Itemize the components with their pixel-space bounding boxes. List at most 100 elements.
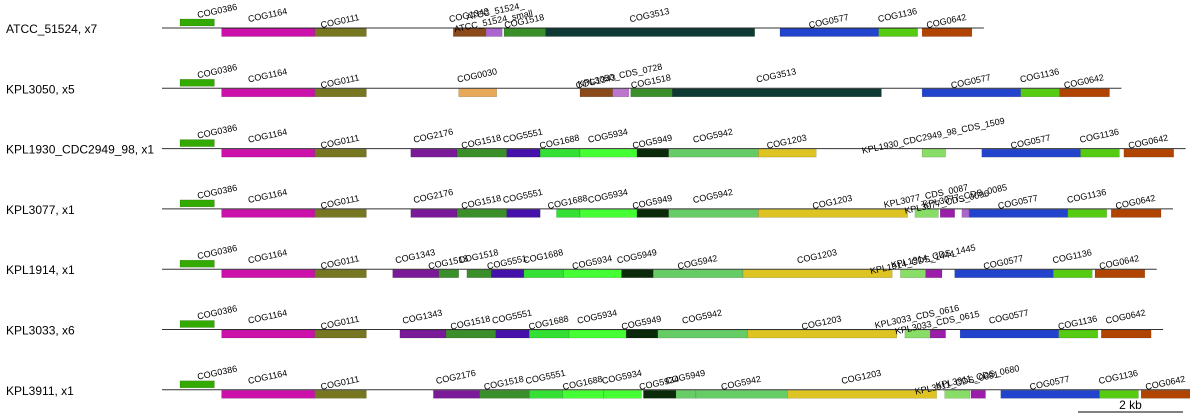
gene-arrow-cog1343[interactable]	[399, 329, 447, 339]
gene-arrow-atcc_51524_small[interactable]	[485, 28, 503, 37]
gene-arrow-cog0577[interactable]	[1000, 390, 1100, 399]
gene-arrow-cog1688[interactable]	[539, 148, 581, 158]
gene-arrow-cog0577[interactable]	[779, 28, 879, 37]
gene-arrow-cog0642[interactable]	[1094, 269, 1146, 278]
gene-arrow-cog0386[interactable]	[179, 18, 215, 27]
gene-arrow-cog1136[interactable]	[1053, 269, 1093, 278]
gene-arrow-cog1518[interactable]	[456, 148, 507, 158]
gene-arrow-cog0642[interactable]	[1101, 329, 1152, 339]
gene-arrow-cog1203[interactable]	[758, 148, 817, 158]
gene-arrow-cog1136[interactable]	[1080, 148, 1120, 158]
gene-arrow-cog1164[interactable]	[221, 209, 316, 218]
gene-arrow-cog1164[interactable]	[221, 28, 316, 37]
gene-arrow-cog0111[interactable]	[314, 148, 367, 158]
gene-arrow-cog1518[interactable]	[456, 209, 507, 218]
gene-arrow-cog5949[interactable]	[621, 269, 654, 278]
gene-arrow-cog1136[interactable]	[1099, 390, 1139, 399]
gene-arrow-cog0577[interactable]	[921, 88, 1021, 98]
gene-arrow-cog5942[interactable]	[668, 209, 759, 218]
gene-arrow-kpl1930_cdc2949_98_cds_1509[interactable]	[921, 148, 946, 158]
gene-arrow-cog0111[interactable]	[314, 88, 367, 98]
gene-arrow-cog1203[interactable]	[758, 209, 908, 218]
gene-arrow-kpl1914_cds_1445[interactable]	[925, 269, 943, 278]
gene-arrow-cog1136[interactable]	[1020, 88, 1060, 98]
gene-arrow-cog0111[interactable]	[314, 269, 367, 278]
gene-arrow-cog0111[interactable]	[314, 329, 367, 339]
gene-arrow-cog1203[interactable]	[747, 329, 897, 339]
gene-arrow-cog5942[interactable]	[657, 329, 748, 339]
gene-arrow-cog1164[interactable]	[221, 390, 316, 399]
gene-arrow-cog1688[interactable]	[556, 209, 581, 218]
gene-arrow-cog5942[interactable]	[695, 390, 788, 399]
gene-arrow-cog1343[interactable]	[392, 269, 440, 278]
gene-arrow-cog5934[interactable]	[603, 390, 642, 399]
gene-arrow-cog0386[interactable]	[179, 199, 215, 208]
gene-arrow-cog1164[interactable]	[221, 329, 316, 339]
gene-arrow-kpl3911_cds_0681[interactable]	[944, 390, 971, 399]
gene-arrow-cog5934[interactable]	[579, 209, 638, 218]
gene-arrow-cog1136[interactable]	[878, 28, 918, 37]
gene-arrow-cog0386[interactable]	[179, 259, 215, 268]
gene-arrow-cog0386[interactable]	[179, 79, 215, 87]
gene-arrow-cog5942[interactable]	[653, 269, 744, 278]
gene-arrow-cog1688[interactable]	[529, 329, 570, 339]
gene-arrow-cog1164[interactable]	[221, 148, 316, 158]
gene-arrow-cog1136[interactable]	[1067, 209, 1107, 218]
gene-arrow-cog0577[interactable]	[968, 209, 1069, 218]
gene-arrow-cog5551[interactable]	[491, 269, 525, 278]
gene-arrow-kpl3050_cds_0728[interactable]	[612, 88, 630, 98]
gene-arrow-cog0642[interactable]	[921, 28, 973, 37]
gene-arrow-cog5949[interactable]	[636, 209, 669, 218]
gene-arrow-cog5949[interactable]	[636, 148, 669, 158]
gene-arrow-cog5949[interactable]	[625, 329, 659, 339]
gene-arrow-cog5949[interactable]	[675, 390, 697, 399]
gene-arrow-cog0577[interactable]	[959, 329, 1059, 339]
gene-arrow-cog5934[interactable]	[568, 329, 627, 339]
gene-arrow-cog0030[interactable]	[458, 88, 497, 98]
gene-arrow-cog1518[interactable]	[503, 28, 546, 37]
gene-arrow-cog5942[interactable]	[668, 148, 759, 158]
gene-arrow-cog5934[interactable]	[643, 390, 677, 399]
gene-arrow-cog3513[interactable]	[672, 88, 882, 98]
gene-arrow-cog5934[interactable]	[579, 148, 638, 158]
gene-arrow-cog5551[interactable]	[495, 329, 530, 339]
gene-arrow-cog0642[interactable]	[1059, 88, 1110, 98]
gene-arrow-kpl3077_cds_0085[interactable]	[961, 209, 970, 218]
gene-arrow-cog1203[interactable]	[787, 390, 937, 399]
gene-arrow-kpl3911_cds_0680[interactable]	[970, 390, 986, 399]
gene-arrow-cog1136[interactable]	[1058, 329, 1098, 339]
gene-arrow-cog1203[interactable]	[742, 269, 893, 278]
gene-arrow-kpl3077_cds_0087[interactable]	[914, 209, 939, 218]
gene-arrow-cog0577[interactable]	[954, 269, 1054, 278]
gene-arrow-cog5551[interactable]	[529, 390, 564, 399]
gene-label: COG5551	[502, 187, 544, 205]
gene-arrow-cog5551[interactable]	[506, 148, 541, 158]
gene-arrow-cog0386[interactable]	[179, 320, 215, 328]
gene-arrow-cog5551[interactable]	[506, 209, 541, 218]
gene-arrow-cog1518[interactable]	[630, 88, 673, 98]
gene-arrow-cog2176[interactable]	[410, 209, 458, 218]
gene-arrow-cog1164[interactable]	[221, 269, 316, 278]
gene-arrow-cog3513[interactable]	[545, 28, 755, 37]
gene-arrow-cog0386[interactable]	[179, 380, 215, 389]
gene-arrow-cog0642[interactable]	[1110, 209, 1162, 218]
gene-arrow-cog0386[interactable]	[179, 139, 215, 147]
gene-arrow-cog2176[interactable]	[410, 148, 458, 158]
gene-label: COG1164	[247, 66, 288, 84]
gene-arrow-cog0642[interactable]	[1123, 148, 1174, 158]
gene-arrow-kpl3077_cds_0096[interactable]	[939, 209, 955, 218]
gene-arrow-cog1343[interactable]	[579, 88, 613, 98]
gene-arrow-cog1164[interactable]	[221, 88, 316, 98]
gene-arrow-kpl1914_cds_1444[interactable]	[900, 269, 926, 278]
gene-arrow-cog1688[interactable]	[562, 390, 604, 399]
gene-arrow-cog0111[interactable]	[314, 390, 367, 399]
gene-arrow-kpl3033_cds_0615[interactable]	[929, 329, 946, 339]
gene-arrow-cog1688[interactable]	[523, 269, 564, 278]
gene-arrow-cog2176[interactable]	[433, 390, 480, 399]
gene-arrow-cog0111[interactable]	[314, 209, 367, 218]
gene-arrow-cog0577[interactable]	[981, 148, 1081, 158]
gene-label: COG1688	[547, 193, 589, 211]
gene-arrow-cog1518[interactable]	[438, 269, 459, 278]
gene-arrow-cog0642[interactable]	[1140, 390, 1190, 399]
gene-arrow-cog0111[interactable]	[314, 28, 367, 37]
